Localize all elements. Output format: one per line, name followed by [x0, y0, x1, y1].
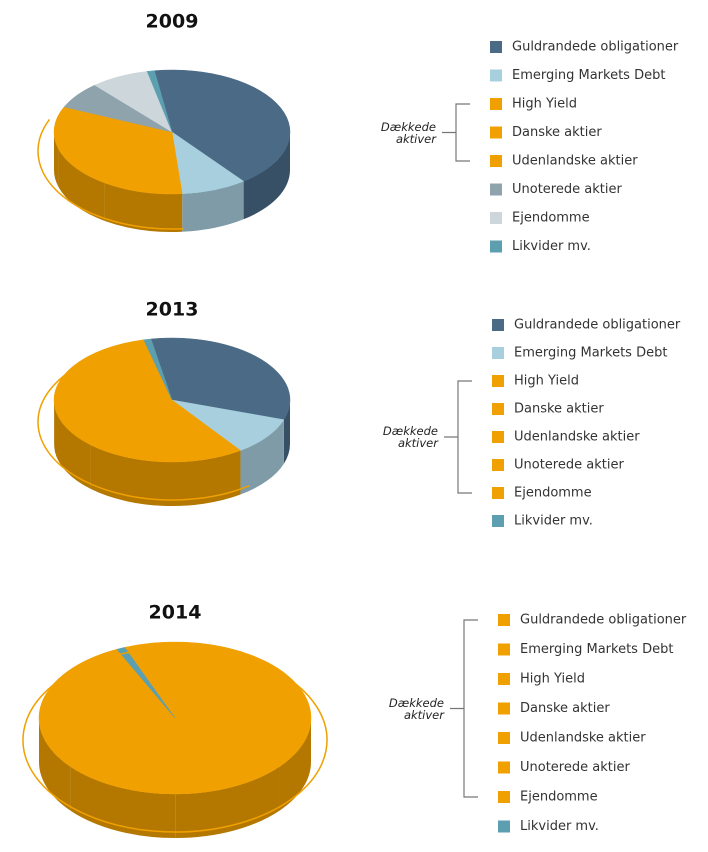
- pie-slice: [174, 651, 309, 719]
- covered-arc: [22, 647, 328, 833]
- legend-label: Ejendomme: [512, 211, 590, 226]
- pie-slice: [72, 339, 173, 401]
- legend-label: Guldrandede obligationer: [514, 318, 681, 333]
- covered-arc: [37, 119, 184, 230]
- legend-swatch: [498, 702, 510, 715]
- legend-label: Emerging Markets Debt: [520, 642, 673, 657]
- legend-label: High Yield: [514, 374, 579, 389]
- pie-side: [54, 132, 59, 187]
- pie-slice: [89, 399, 173, 463]
- pie-side: [182, 181, 244, 232]
- pie-side: [70, 766, 176, 838]
- legend-label: Danske aktier: [514, 402, 604, 417]
- legend-label: Danske aktier: [520, 701, 610, 716]
- pie-side: [39, 718, 71, 811]
- pie-side: [279, 718, 311, 811]
- pie-side: [163, 450, 241, 506]
- chart-title: 2013: [146, 299, 199, 321]
- pie-slice: [54, 399, 173, 446]
- bracket: [442, 103, 470, 162]
- legend-swatch: [490, 98, 502, 110]
- legend-swatch: [498, 732, 510, 744]
- chart-title: 2014: [149, 602, 202, 624]
- legend-swatch: [498, 791, 510, 803]
- legend-swatch: [490, 69, 502, 82]
- legend-label: Danske aktier: [512, 125, 602, 140]
- pie-slice: [146, 70, 173, 133]
- legend-label: Unoterede aktier: [512, 182, 622, 197]
- legend-swatch: [490, 155, 502, 167]
- legend-label: Unoterede aktier: [514, 458, 624, 473]
- annotation: Dækkede aktiver: [388, 695, 444, 722]
- legend-label: Udenlandske aktier: [512, 154, 638, 169]
- chart-title: 2009: [146, 11, 199, 33]
- legend-label: Likvider mv.: [512, 239, 591, 254]
- legend-swatch: [492, 515, 504, 527]
- pie-slice: [171, 399, 285, 451]
- legend-label: Guldrandede obligationer: [520, 613, 687, 628]
- bracket: [450, 619, 478, 798]
- pie-slice: [150, 337, 291, 420]
- bracket: [444, 380, 472, 494]
- annotation: Dækkede aktiver: [380, 119, 436, 146]
- pie-slice: [104, 131, 183, 195]
- pie-slice: [116, 647, 176, 719]
- legend-label: High Yield: [520, 672, 585, 687]
- pie-slice: [174, 703, 312, 767]
- legend-swatch: [490, 126, 502, 139]
- pie-slice: [53, 106, 173, 150]
- legend-label: Guldrandede obligationer: [512, 40, 679, 55]
- legend-swatch: [490, 240, 502, 253]
- pie-side: [283, 400, 290, 464]
- legend-swatch: [490, 183, 502, 196]
- legend-label: Likvider mv.: [520, 819, 599, 834]
- pie-side: [104, 183, 183, 232]
- pie-side: [175, 766, 280, 838]
- legend-swatch: [492, 403, 504, 415]
- legend-swatch: [492, 375, 504, 387]
- legend-swatch: [498, 673, 510, 685]
- legend-label: Ejendomme: [520, 790, 598, 805]
- pie-side: [240, 419, 284, 495]
- pie-slice: [53, 366, 173, 408]
- legend-swatch: [498, 643, 510, 656]
- pie-side: [243, 132, 290, 220]
- legend-swatch: [490, 212, 502, 224]
- pie-side: [54, 400, 55, 452]
- legend-label: Emerging Markets Debt: [512, 68, 665, 83]
- legend-label: Udenlandske aktier: [514, 430, 640, 445]
- legend-swatch: [492, 347, 504, 359]
- pie-slice: [124, 641, 241, 719]
- pie-side: [58, 148, 105, 222]
- legend-swatch: [492, 459, 504, 471]
- pie-slice: [41, 649, 176, 719]
- pie-slice: [38, 703, 176, 767]
- pie-slice: [163, 399, 241, 463]
- legend-swatch: [490, 41, 502, 53]
- pie-slice: [154, 69, 291, 182]
- legend-swatch: [492, 431, 504, 443]
- legend-label: Likvider mv.: [514, 514, 593, 529]
- legend-label: Emerging Markets Debt: [514, 346, 667, 361]
- legend-swatch: [498, 614, 510, 626]
- legend-label: High Yield: [512, 97, 577, 112]
- legend-label: Unoterede aktier: [520, 760, 630, 775]
- pie-slice: [143, 338, 173, 401]
- legend-swatch: [492, 487, 504, 499]
- legend-swatch: [498, 820, 510, 833]
- legend-label: Udenlandske aktier: [520, 731, 646, 746]
- pie-slice: [174, 717, 281, 795]
- pie-slice: [69, 717, 176, 795]
- covered-arc: [37, 345, 251, 501]
- legend-swatch: [498, 761, 510, 774]
- legend-swatch: [492, 319, 504, 331]
- legend-label: Ejendomme: [514, 486, 592, 501]
- annotation: Dækkede aktiver: [382, 424, 438, 450]
